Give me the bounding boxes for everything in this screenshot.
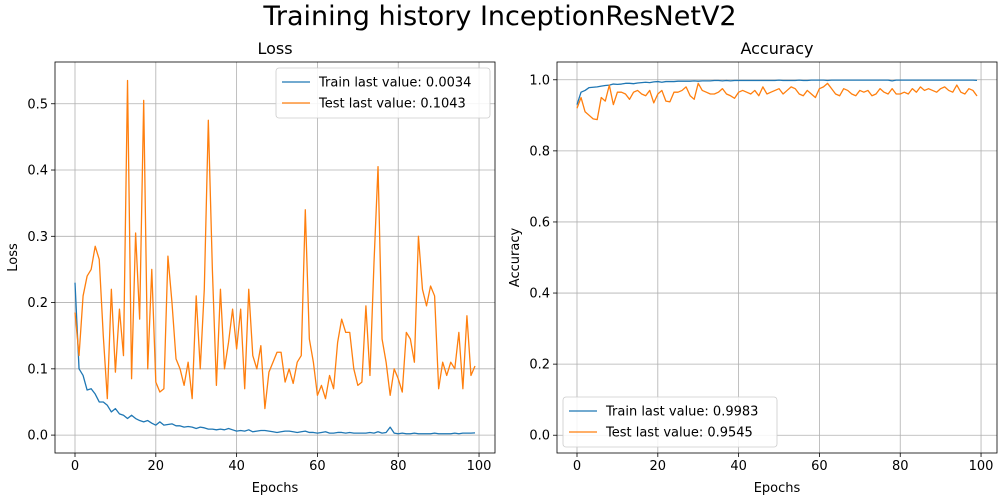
y-tick-label: 1.0 bbox=[529, 73, 550, 88]
chart-1: 0 20 40 60 80 100 0.0 0.2 0.4 0.6 0.8 1.0 Accuracy Ep… bbox=[508, 39, 998, 496]
y-tick-label: 0.0 bbox=[529, 429, 550, 444]
series-line-train bbox=[576, 79, 978, 105]
figure-title: Training history InceptionResNetV2 bbox=[263, 1, 737, 32]
y-tick-label: 0.8 bbox=[529, 144, 550, 159]
chart-0: 0 20 40 60 80 100 0.0 0.1 0.2 0.3 0.4 0.5 Loss Epochs… bbox=[6, 39, 496, 496]
legend-label: Test last value: 0.9545 bbox=[605, 426, 753, 441]
legend-box bbox=[562, 396, 778, 448]
y-tick-label: 0.4 bbox=[529, 287, 550, 302]
y-tick-label: 0.6 bbox=[529, 215, 550, 230]
plot-frame bbox=[54, 61, 496, 454]
chart-title: Accuracy bbox=[740, 39, 813, 58]
y-tick-label: 0.2 bbox=[27, 296, 48, 311]
y-tick-label: 0.3 bbox=[27, 230, 48, 245]
chart-title: Loss bbox=[257, 39, 292, 58]
series-line-train bbox=[74, 282, 476, 435]
x-tick-label: 60 bbox=[811, 459, 828, 474]
x-tick-label: 60 bbox=[309, 459, 326, 474]
legend-label: Train last value: 0.0034 bbox=[318, 76, 471, 91]
x-tick-label: 0 bbox=[573, 459, 581, 474]
legend-box bbox=[275, 67, 491, 119]
y-tick-label: 0.1 bbox=[27, 362, 48, 377]
y-tick-label: 0.2 bbox=[529, 358, 550, 373]
x-tick-label: 40 bbox=[730, 459, 747, 474]
y-axis-label: Accuracy bbox=[508, 228, 523, 288]
legend: Train last value: 0.0034 Test last value:… bbox=[275, 67, 491, 119]
legend-label: Train last value: 0.9983 bbox=[605, 405, 758, 420]
y-tick-label: 0.4 bbox=[27, 164, 48, 179]
x-tick-label: 20 bbox=[148, 459, 165, 474]
plot-frame bbox=[556, 61, 998, 454]
x-tick-label: 100 bbox=[467, 459, 492, 474]
y-tick-label: 0.0 bbox=[27, 429, 48, 444]
x-tick-label: 40 bbox=[228, 459, 245, 474]
x-tick-label: 20 bbox=[650, 459, 667, 474]
series-line-test bbox=[74, 79, 476, 410]
x-tick-label: 80 bbox=[390, 459, 407, 474]
legend: Train last value: 0.9983 Test last value:… bbox=[562, 396, 778, 448]
legend-label: Test last value: 0.1043 bbox=[318, 97, 466, 112]
x-tick-label: 0 bbox=[71, 459, 79, 474]
x-axis-label: Epochs bbox=[754, 481, 801, 496]
y-axis-label: Loss bbox=[6, 243, 21, 272]
y-tick-label: 0.5 bbox=[27, 97, 48, 112]
series-line-test bbox=[576, 82, 978, 121]
x-tick-label: 80 bbox=[892, 459, 909, 474]
x-tick-label: 100 bbox=[969, 459, 994, 474]
x-axis-label: Epochs bbox=[252, 481, 299, 496]
